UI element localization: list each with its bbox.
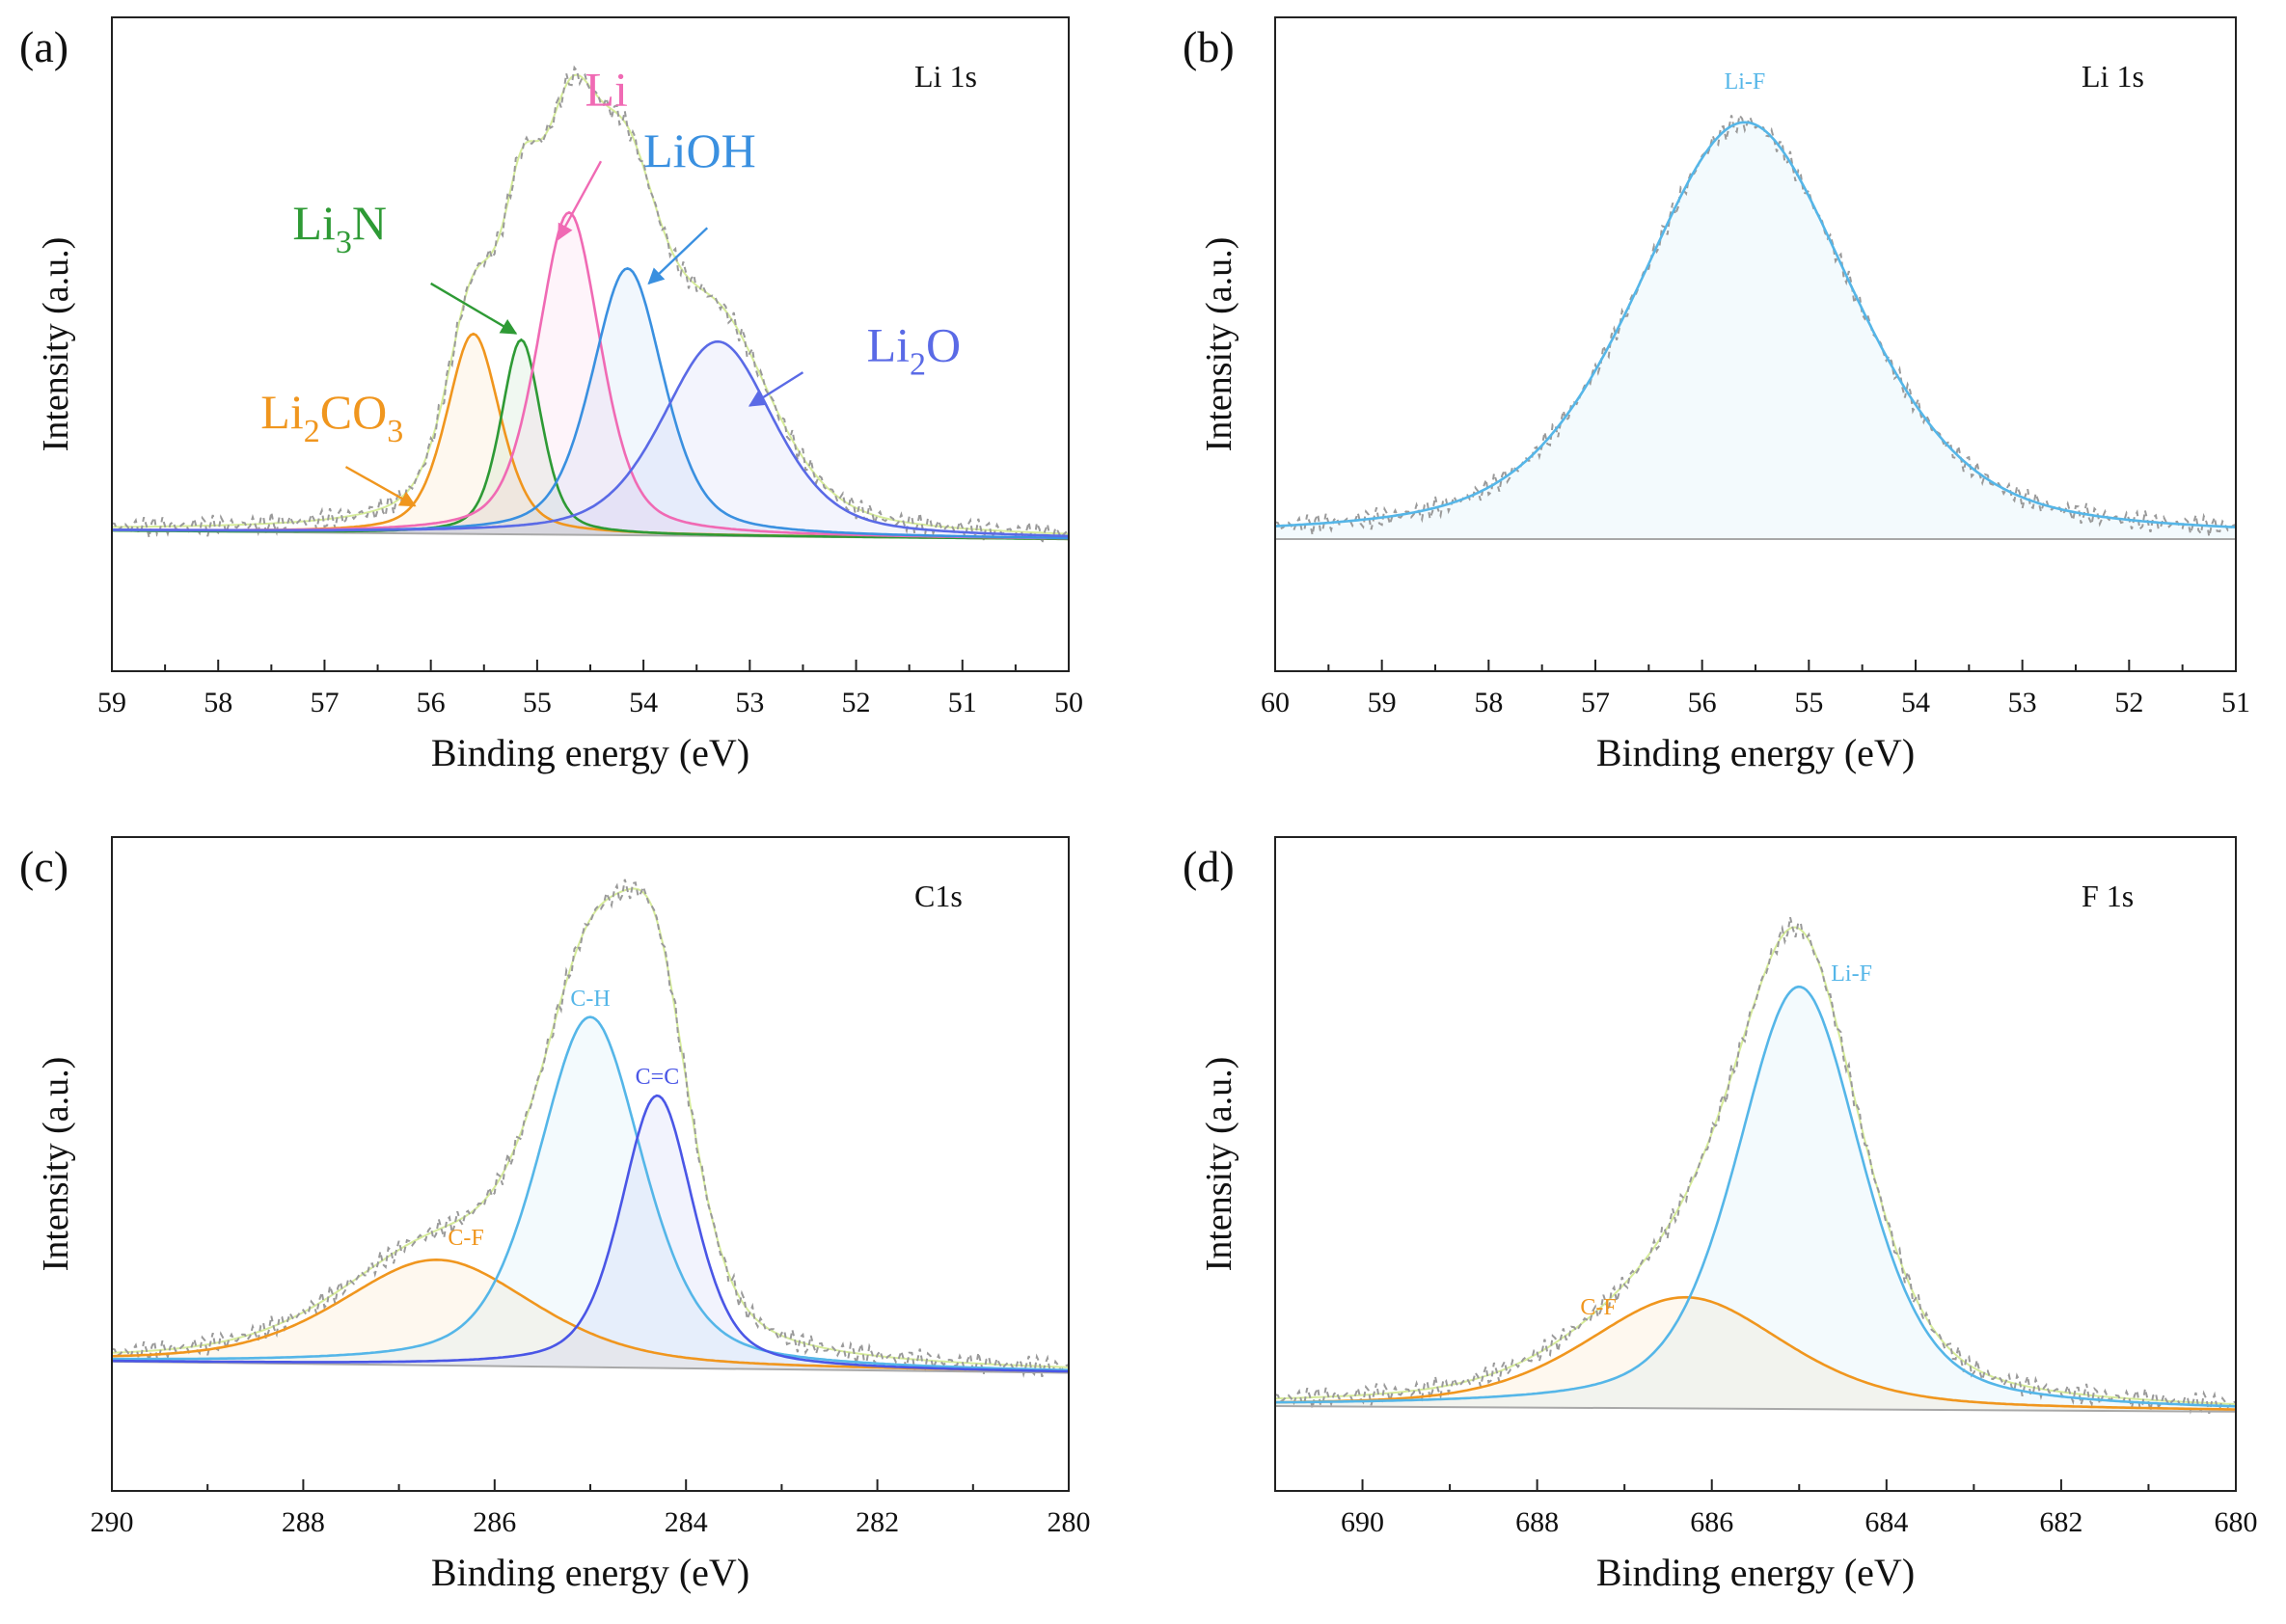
x-tick-label: 682 (2039, 1506, 2082, 1538)
y-axis-label: Intensity (a.u.) (36, 237, 76, 452)
peak-C-F (1275, 1295, 2236, 1411)
annotation-arrow (557, 160, 603, 241)
x-tick-label: 688 (1515, 1506, 1559, 1538)
panel-a: 59 58 57 56 55 54 53 52 51 50 Binding energy (eV) I… (19, 16, 1083, 774)
panel-label: (a) (19, 22, 68, 71)
y-axis-label: Intensity (a.u.) (36, 1057, 76, 1272)
annotation-arrow (430, 282, 518, 335)
x-tick-label: 290 (91, 1506, 134, 1538)
fill-C-H (112, 1016, 1069, 1373)
annotation-label: LiOH (643, 123, 756, 177)
plot-area (112, 65, 1069, 545)
panel-label: (c) (19, 842, 68, 891)
x-tick-label: 58 (1474, 687, 1503, 718)
x-tick-label: 50 (1054, 687, 1083, 718)
plot-area (1275, 916, 2236, 1415)
axes-frame (1274, 836, 2237, 1492)
fill-C=C (112, 1096, 1069, 1373)
fill-Li-F (1275, 122, 2236, 540)
x-tick-label: 52 (842, 687, 871, 718)
annotation-arrow (647, 227, 709, 285)
envelope-curve (112, 887, 1069, 1368)
x-tick-label: 284 (665, 1506, 708, 1538)
peak-label: C-F (448, 1226, 483, 1251)
fill-Li-F (1275, 987, 2236, 1412)
x-tick-label: 54 (1901, 687, 1930, 718)
x-tick-label: 56 (417, 687, 446, 718)
plot-area (1275, 113, 2236, 541)
y-axis-label: Intensity (a.u.) (1199, 237, 1239, 452)
fill-C-F (112, 1259, 1069, 1373)
x-tick-label: 686 (1690, 1506, 1733, 1538)
panel-title: Li 1s (2082, 59, 2144, 94)
x-tick-label: 56 (1688, 687, 1717, 718)
x-tick-label: 57 (310, 687, 339, 718)
envelope-curve (112, 73, 1069, 535)
background-line (1275, 1405, 2236, 1413)
panel-title: C1s (914, 879, 963, 913)
panel-b: 60 59 58 57 56 55 54 53 52 51 Binding energy (eV) I… (1183, 16, 2250, 774)
x-tick-label: 53 (735, 687, 764, 718)
annotation-arrow (748, 371, 804, 407)
panel-d: 690 688 686 684 682 680 Binding energy (eV) Int… (1183, 836, 2258, 1594)
plot-area (112, 879, 1069, 1378)
x-tick-label: 53 (2008, 687, 2037, 718)
panel-title: F 1s (2082, 879, 2134, 913)
fill-LiOH (112, 268, 1069, 539)
x-tick-label: 59 (97, 687, 126, 718)
x-tick-label: 57 (1581, 687, 1610, 718)
background-line (112, 1360, 1069, 1374)
x-tick-label: 690 (1341, 1506, 1384, 1538)
panel-label: (d) (1183, 842, 1235, 891)
x-axis-label: Binding energy (eV) (431, 731, 749, 774)
x-tick-label: 282 (856, 1506, 899, 1538)
annotation-label: Li3N (292, 196, 387, 260)
x-tick-label: 54 (629, 687, 658, 718)
x-tick-label: 55 (1794, 687, 1823, 718)
peak-Li2O (112, 339, 1069, 538)
x-tick-label: 59 (1368, 687, 1397, 718)
x-tick-label: 286 (473, 1506, 516, 1538)
peak-C=C (112, 1094, 1069, 1373)
envelope-curve (1275, 926, 2236, 1405)
peak-label: Li-F (1831, 961, 1872, 987)
x-tick-label: 60 (1261, 687, 1290, 718)
x-axis-label: Binding energy (eV) (1596, 731, 1915, 774)
peak-label: C=C (636, 1065, 680, 1090)
annotation-label: Li2O (867, 318, 962, 383)
fill-C-F (1275, 1297, 2236, 1412)
annotation-label: Li2CO3 (260, 385, 403, 449)
raw-data-curve (1275, 113, 2236, 538)
peak-label: C-H (570, 987, 610, 1012)
raw-data-curve (112, 879, 1069, 1378)
x-tick-label: 280 (1048, 1506, 1091, 1538)
x-tick-label: 55 (523, 687, 552, 718)
x-tick-label: 51 (2221, 687, 2250, 718)
panel-title: Li 1s (914, 59, 977, 94)
panel-c: 290 288 286 284 282 280 Binding energy (eV) Int… (19, 836, 1091, 1594)
panel-label: (b) (1183, 22, 1235, 71)
x-tick-label: 58 (204, 687, 232, 718)
peak-label: Li-F (1725, 69, 1766, 95)
annotation-arrow (344, 466, 417, 507)
x-tick-label: 684 (1864, 1506, 1908, 1538)
peak-Li-F (1275, 121, 2236, 528)
x-tick-label: 680 (2215, 1506, 2258, 1538)
annotation-label: Li (585, 63, 627, 117)
x-tick-label: 51 (948, 687, 977, 718)
x-axis-label: Binding energy (eV) (431, 1551, 749, 1594)
peak-Li-F (1275, 985, 2236, 1408)
x-tick-label: 52 (2114, 687, 2143, 718)
x-axis-label: Binding energy (eV) (1596, 1551, 1915, 1594)
y-axis-label: Intensity (a.u.) (1199, 1057, 1239, 1272)
x-tick-label: 288 (282, 1506, 325, 1538)
peak-label: C-F (1580, 1295, 1616, 1320)
peak-C-H (112, 1015, 1069, 1371)
